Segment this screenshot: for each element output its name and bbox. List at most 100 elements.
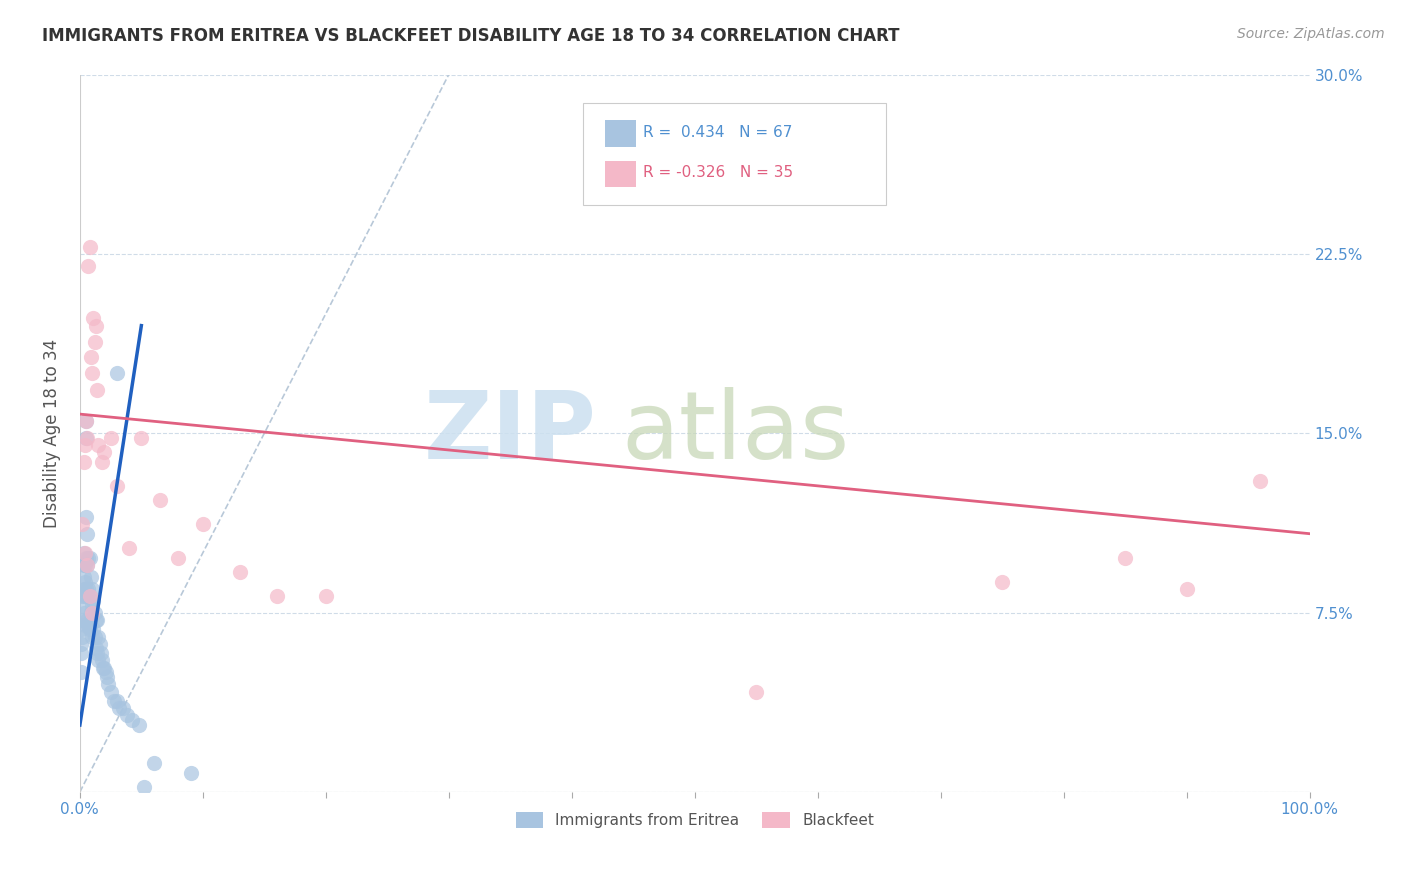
Point (87, 438, 110, 452)
Point (76, 431, 98, 445)
Point (70, 623, 93, 637)
Point (80, 350, 103, 364)
Point (82, 367, 104, 381)
Point (73, 574, 96, 589)
Point (180, 765, 202, 780)
Point (82, 593, 104, 607)
Point (77, 582, 100, 596)
Point (72, 582, 94, 596)
Point (75, 550, 97, 565)
Point (93, 445, 115, 459)
Point (79, 589, 101, 603)
Legend: Immigrants from Eritrea, Blackfeet: Immigrants from Eritrea, Blackfeet (509, 806, 880, 835)
Point (76, 526, 98, 541)
Point (70, 665, 93, 680)
Point (82, 630, 104, 644)
Point (80, 606, 103, 620)
Point (191, 517, 214, 532)
Text: ZIP: ZIP (423, 387, 596, 479)
Point (72, 589, 94, 603)
Point (82, 599, 104, 613)
Point (84, 613, 107, 627)
Point (82, 606, 104, 620)
Point (118, 541, 141, 555)
Point (80, 570, 103, 584)
Point (121, 713, 143, 727)
Point (79, 550, 101, 565)
Point (75, 431, 97, 445)
Point (91, 660, 114, 674)
Point (76, 558, 98, 572)
Point (72, 606, 94, 620)
Point (105, 694, 128, 708)
Point (72, 517, 94, 532)
Point (111, 701, 134, 715)
Point (86, 383, 108, 397)
Point (84, 641, 107, 656)
Point (266, 589, 288, 603)
Point (70, 646, 93, 660)
Point (72, 613, 94, 627)
Point (83, 335, 105, 350)
Point (72, 570, 94, 584)
Point (82, 311, 104, 326)
Text: Source: ZipAtlas.com: Source: ZipAtlas.com (1237, 27, 1385, 41)
Point (72, 455, 94, 469)
Point (77, 550, 100, 565)
Point (76, 558, 98, 572)
Point (76, 613, 98, 627)
Point (79, 589, 101, 603)
Point (73, 558, 96, 572)
Point (745, 684, 768, 698)
Point (105, 479, 128, 493)
Point (77, 259, 100, 273)
Point (75, 582, 97, 596)
Point (70, 637, 93, 651)
Point (149, 493, 172, 508)
Y-axis label: Disability Age 18 to 34: Disability Age 18 to 34 (44, 339, 60, 528)
Point (115, 708, 138, 723)
Point (87, 653, 110, 667)
Point (84, 318, 107, 333)
Point (105, 367, 128, 381)
Point (82, 623, 104, 637)
Point (73, 589, 96, 603)
Point (167, 550, 190, 565)
Point (90, 646, 112, 660)
Point (72, 630, 94, 644)
Point (82, 582, 104, 596)
Point (315, 589, 337, 603)
Point (72, 558, 94, 572)
Point (79, 623, 101, 637)
Point (83, 606, 105, 620)
Point (73, 438, 96, 452)
Point (131, 431, 153, 445)
Point (229, 565, 252, 579)
Point (73, 617, 96, 632)
Point (91, 653, 114, 667)
Point (100, 431, 122, 445)
Point (86, 646, 108, 660)
Point (1175, 582, 1198, 596)
Point (991, 574, 1014, 589)
Point (128, 718, 150, 732)
Point (132, 780, 155, 794)
Text: R = -0.326   N = 35: R = -0.326 N = 35 (643, 165, 793, 179)
Point (103, 694, 125, 708)
Point (1249, 474, 1271, 488)
Text: atlas: atlas (621, 387, 849, 479)
Point (77, 617, 100, 632)
Point (94, 665, 117, 680)
Point (75, 414, 97, 428)
Point (87, 630, 110, 644)
Point (108, 701, 131, 715)
Point (75, 510, 97, 524)
Point (100, 684, 122, 698)
Point (142, 756, 165, 771)
Point (79, 240, 101, 254)
Text: IMMIGRANTS FROM ERITREA VS BLACKFEET DISABILITY AGE 18 TO 34 CORRELATION CHART: IMMIGRANTS FROM ERITREA VS BLACKFEET DIS… (42, 27, 900, 45)
Point (97, 677, 120, 691)
Point (75, 414, 97, 428)
Point (72, 599, 94, 613)
Point (83, 630, 105, 644)
